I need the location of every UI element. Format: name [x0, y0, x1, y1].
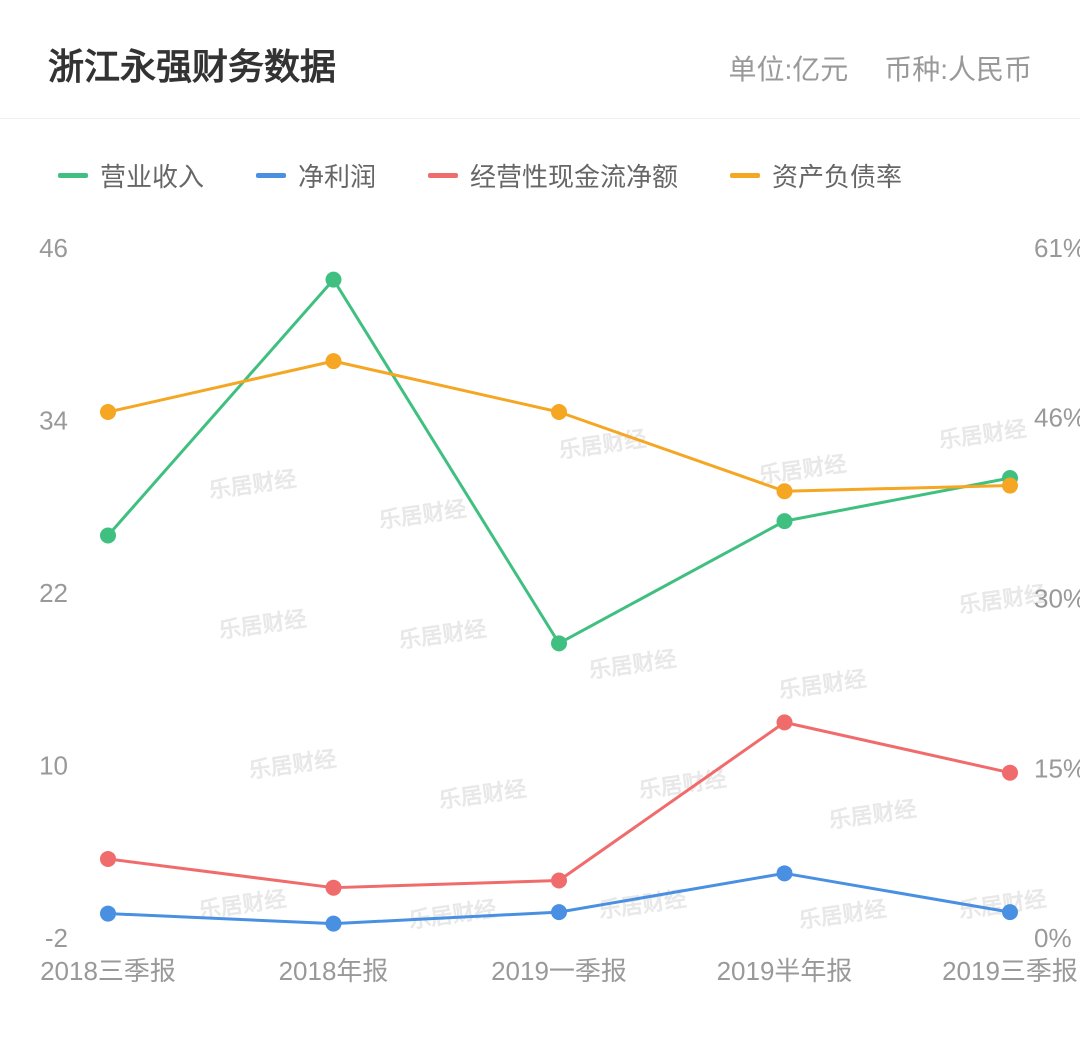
legend-item[interactable]: 经营性现金流净额	[428, 157, 678, 194]
chart-title: 浙江永强财务数据	[48, 38, 336, 90]
series-marker-netprofit	[551, 904, 567, 920]
legend-item[interactable]: 净利润	[256, 157, 376, 194]
y-left-tick: 22	[39, 578, 68, 608]
chart-legend: 营业收入 净利润 经营性现金流净额 资产负债率	[0, 119, 1080, 218]
series-marker-debtratio	[1002, 478, 1018, 494]
series-line-debtratio	[108, 361, 1010, 491]
y-right-tick: 30%	[1034, 584, 1080, 614]
series-marker-netprofit	[777, 865, 793, 881]
watermark: 乐居财经	[587, 646, 678, 683]
line-chart-svg: 乐居财经乐居财经乐居财经乐居财经乐居财经乐居财经乐居财经乐居财经乐居财经乐居财经…	[0, 218, 1080, 1028]
chart-meta: 单位:亿元 币种:人民币	[728, 48, 1032, 88]
chart-area: 乐居财经乐居财经乐居财经乐居财经乐居财经乐居财经乐居财经乐居财经乐居财经乐居财经…	[0, 218, 1080, 1028]
watermark: 乐居财经	[217, 606, 308, 643]
x-tick: 2018年报	[279, 956, 389, 986]
y-left-tick: 10	[39, 751, 68, 781]
watermark: 乐居财经	[797, 896, 888, 933]
series-marker-revenue	[777, 513, 793, 529]
series-marker-cashflow	[100, 851, 116, 867]
legend-label: 净利润	[298, 157, 376, 194]
x-tick: 2019半年报	[717, 956, 853, 986]
series-marker-cashflow	[777, 714, 793, 730]
currency-label: 币种:人民币	[884, 48, 1032, 88]
series-marker-revenue	[326, 272, 342, 288]
legend-item[interactable]: 营业收入	[58, 157, 204, 194]
legend-swatch	[58, 173, 88, 178]
series-marker-debtratio	[326, 353, 342, 369]
series-marker-netprofit	[326, 916, 342, 932]
series-line-revenue	[108, 280, 1010, 644]
series-marker-debtratio	[100, 404, 116, 420]
series-marker-revenue	[100, 528, 116, 544]
watermark: 乐居财经	[757, 451, 848, 488]
legend-swatch	[256, 173, 286, 178]
watermark: 乐居财经	[937, 416, 1028, 453]
unit-label: 单位:亿元	[728, 48, 848, 88]
series-marker-debtratio	[551, 404, 567, 420]
watermark: 乐居财经	[437, 776, 528, 813]
watermark: 乐居财经	[777, 666, 868, 703]
legend-label: 营业收入	[100, 157, 204, 194]
series-marker-cashflow	[1002, 765, 1018, 781]
watermark: 乐居财经	[397, 616, 488, 653]
y-right-tick: 15%	[1034, 753, 1080, 783]
series-marker-cashflow	[326, 880, 342, 896]
chart-header: 浙江永强财务数据 单位:亿元 币种:人民币	[0, 0, 1080, 119]
x-tick: 2019三季报	[942, 956, 1078, 986]
legend-swatch	[428, 173, 458, 178]
watermark: 乐居财经	[207, 466, 298, 503]
legend-label: 资产负债率	[772, 157, 902, 194]
series-marker-revenue	[551, 635, 567, 651]
legend-swatch	[730, 173, 760, 178]
series-marker-netprofit	[100, 906, 116, 922]
series-marker-cashflow	[551, 873, 567, 889]
x-tick: 2018三季报	[40, 956, 176, 986]
watermark: 乐居财经	[247, 746, 338, 783]
y-right-tick: 0%	[1034, 923, 1072, 953]
y-left-tick: 46	[39, 233, 68, 263]
y-right-tick: 61%	[1034, 233, 1080, 263]
series-marker-netprofit	[1002, 904, 1018, 920]
y-left-tick: -2	[45, 923, 68, 953]
legend-label: 经营性现金流净额	[470, 157, 678, 194]
watermark: 乐居财经	[557, 426, 648, 463]
x-tick: 2019一季报	[491, 956, 627, 986]
watermark: 乐居财经	[827, 796, 918, 833]
y-right-tick: 46%	[1034, 403, 1080, 433]
series-marker-debtratio	[777, 483, 793, 499]
legend-item[interactable]: 资产负债率	[730, 157, 902, 194]
y-left-tick: 34	[39, 406, 68, 436]
watermark: 乐居财经	[377, 496, 468, 533]
